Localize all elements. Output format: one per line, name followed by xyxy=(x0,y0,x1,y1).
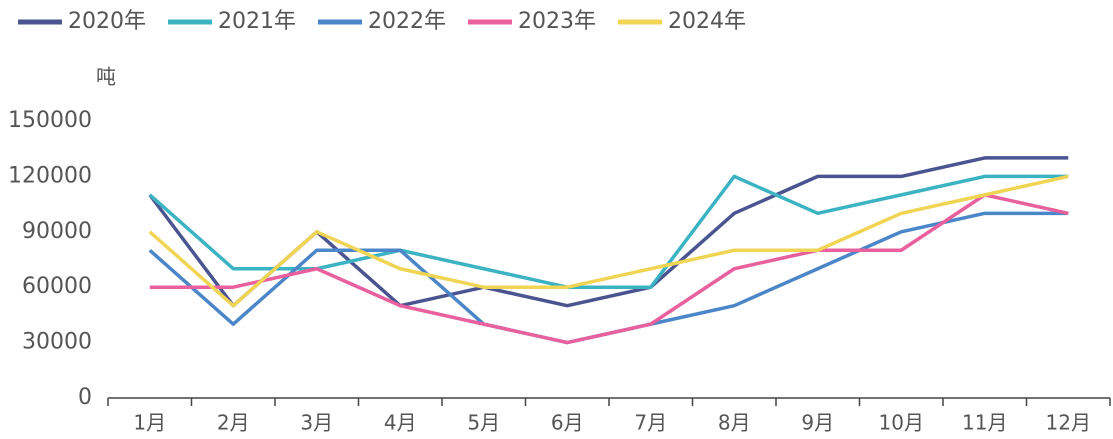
series-line xyxy=(149,193,1069,345)
y-axis-label: 吨 xyxy=(96,65,116,89)
x-tick-label: 1月 xyxy=(133,411,166,435)
y-tick-label: 30000 xyxy=(22,330,92,355)
legend-label: 2022年 xyxy=(368,9,446,34)
x-tick-label: 5月 xyxy=(467,411,500,435)
y-tick-label: 60000 xyxy=(22,274,92,299)
x-tick-label: 10月 xyxy=(879,411,924,435)
x-tick-label: 6月 xyxy=(551,411,584,435)
y-tick-label: 90000 xyxy=(22,219,92,244)
y-tick-label: 120000 xyxy=(8,163,92,188)
legend-label: 2020年 xyxy=(68,9,146,34)
x-tick-label: 9月 xyxy=(801,411,834,435)
series-line xyxy=(148,174,1069,308)
legend-label: 2021年 xyxy=(218,9,296,34)
legend-label: 2023年 xyxy=(518,9,596,34)
x-tick-label: 7月 xyxy=(634,411,667,435)
x-tick-label: 8月 xyxy=(718,411,751,435)
series-line xyxy=(148,174,1069,289)
y-tick-label: 150000 xyxy=(8,108,92,133)
y-tick-label: 0 xyxy=(78,385,92,410)
x-tick-label: 11月 xyxy=(962,411,1007,435)
x-tick-label: 2月 xyxy=(217,411,250,435)
legend-label: 2024年 xyxy=(668,9,746,34)
x-tick-label: 12月 xyxy=(1046,411,1091,435)
x-tick-label: 3月 xyxy=(300,411,333,435)
x-tick-label: 4月 xyxy=(384,411,417,435)
